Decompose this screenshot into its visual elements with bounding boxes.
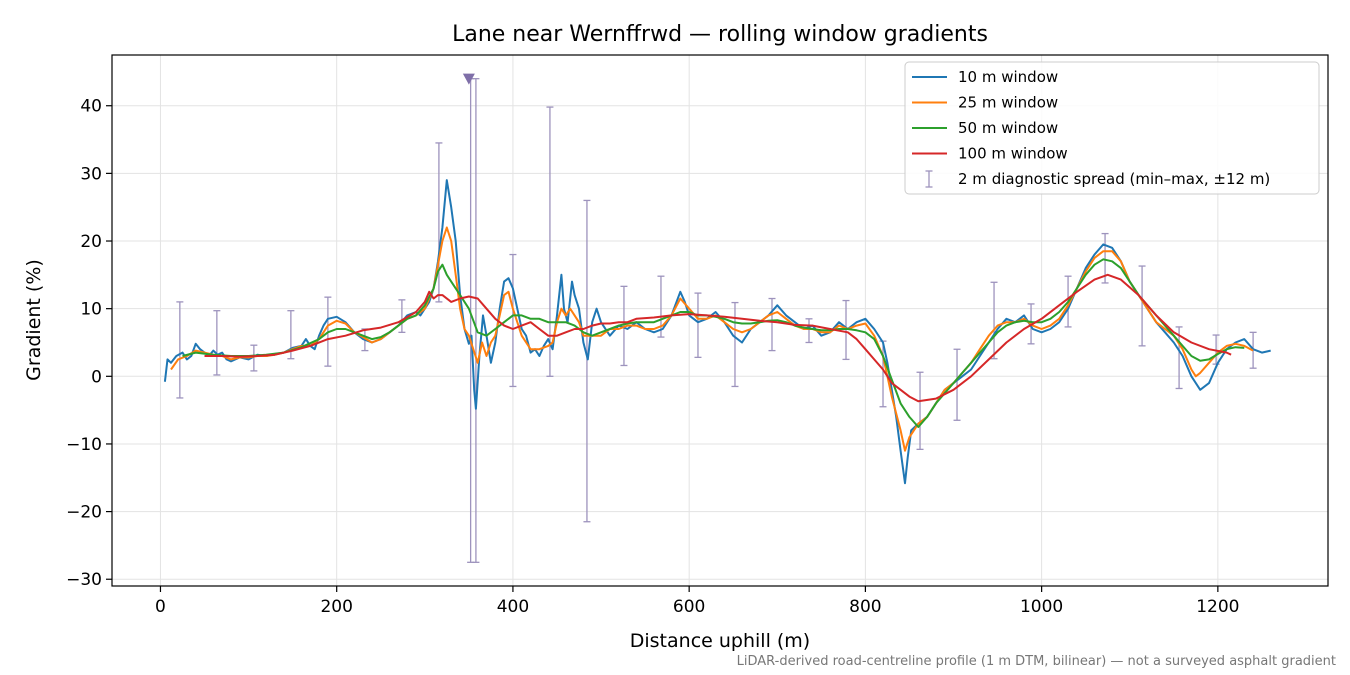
legend-label: 2 m diagnostic spread (min–max, ±12 m): [958, 170, 1270, 188]
legend-label: 50 m window: [958, 119, 1058, 137]
footnote: LiDAR-derived road-centreline profile (1…: [737, 654, 1336, 669]
y-tick-label: 20: [80, 232, 102, 252]
errorbar: [1175, 326, 1183, 390]
errorbar: [398, 299, 406, 333]
y-tick-label: 0: [91, 367, 102, 387]
errorbar: [472, 78, 480, 563]
x-axis-label: Distance uphill (m): [630, 630, 810, 652]
y-tick-label: 30: [80, 164, 102, 184]
plot-frame: [111, 54, 1329, 587]
overflow-marker: [462, 73, 475, 85]
y-tick-label: −20: [66, 503, 102, 523]
errorbar: [953, 348, 961, 421]
y-tick-label: 10: [80, 300, 102, 320]
x-tick-label: 600: [673, 597, 705, 617]
legend-box: [904, 61, 1320, 195]
legend-label: 10 m window: [958, 68, 1058, 86]
series-line-4: [204, 273, 1232, 403]
errorbar: [213, 310, 221, 376]
errorbar: [250, 344, 258, 372]
errorbar: [509, 253, 517, 388]
x-tick-label: 1200: [1196, 597, 1239, 617]
x-tick-label: 800: [849, 597, 881, 617]
errorbar: [1138, 265, 1146, 347]
errorbar: [805, 318, 813, 344]
series-line-3: [182, 258, 1245, 428]
series-line-2: [170, 226, 1254, 452]
errorbar: [546, 106, 554, 377]
x-tick-label: 400: [497, 597, 529, 617]
errorbar: [583, 199, 591, 523]
overflow-marker-group: [462, 73, 475, 85]
y-tick-label: −30: [66, 570, 102, 590]
x-tick-label: 0: [155, 597, 166, 617]
errorbar: [768, 297, 776, 352]
errorbar: [694, 292, 702, 359]
x-tick-label: 200: [320, 597, 352, 617]
axis-ticks: 0 200 400 600 800 1000 1200 −30 −20 −10 0 10 20 30 40: [66, 97, 1239, 617]
errorbar: [990, 281, 998, 360]
legend: 10 m window 25 m window 50 m window 100 m w…: [904, 61, 1320, 195]
errorbar: [176, 301, 184, 399]
series-lines: [163, 179, 1271, 485]
x-tick-label: 1000: [1020, 597, 1063, 617]
errorbar: [435, 142, 443, 303]
legend-label: 25 m window: [958, 94, 1058, 112]
y-axis-label: Gradient (%): [23, 259, 45, 381]
chart-title: Lane near Wernffrwd — rolling window gra…: [452, 22, 988, 47]
errorbar: [731, 301, 739, 388]
legend-label: 100 m window: [958, 145, 1068, 163]
errorbar-group: [176, 78, 1257, 563]
y-tick-label: 40: [80, 97, 102, 117]
y-tick-label: −10: [66, 435, 102, 455]
errorbar: [916, 371, 924, 451]
